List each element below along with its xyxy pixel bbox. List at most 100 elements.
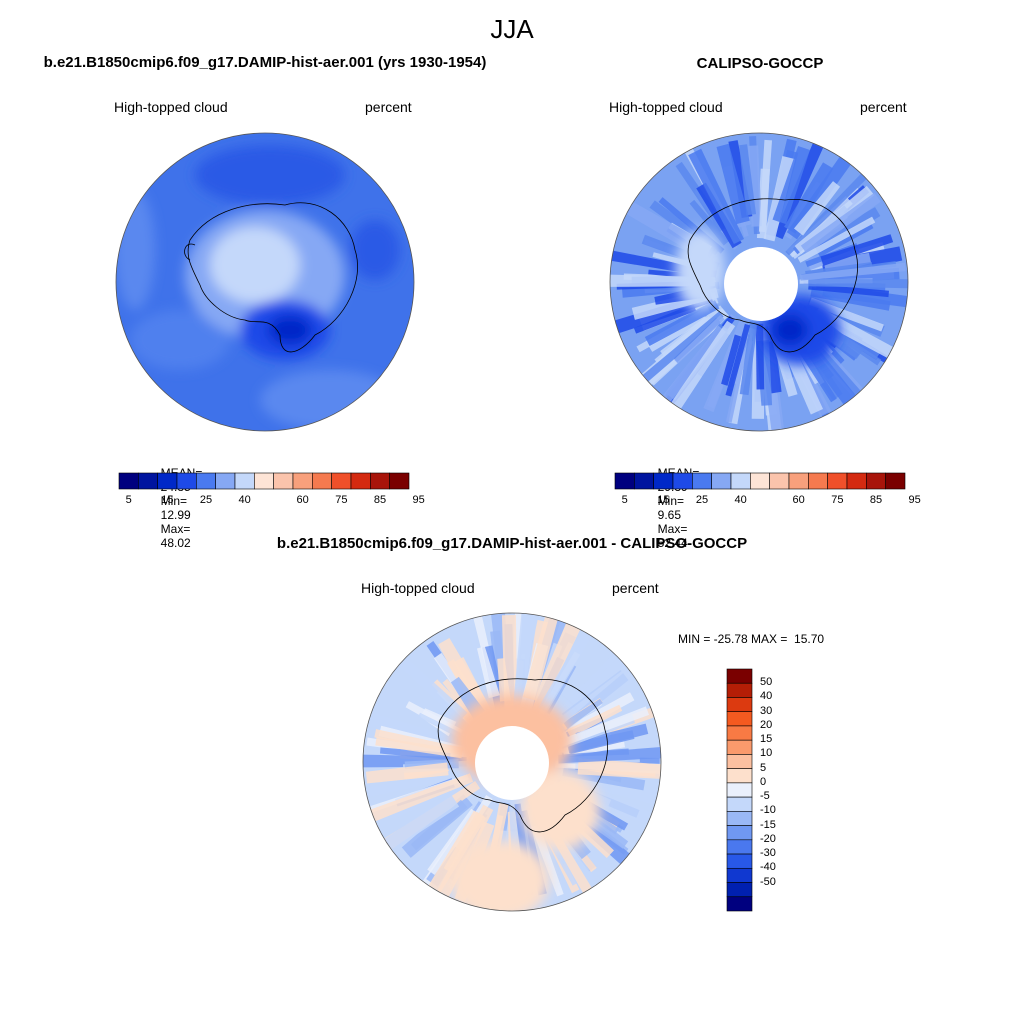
colorbar-tick-label: -15 [760, 818, 776, 831]
colorbar-tick-label: 15 [760, 733, 773, 746]
right-units-label: percent [860, 99, 907, 115]
colorbar-tick-label: 60 [792, 494, 805, 506]
right-max-value: 52.44 [657, 536, 688, 550]
colorbar-tick-label: 75 [335, 494, 348, 506]
diff-variable-label: High-topped cloud [361, 580, 475, 596]
colorbar-tick-label: 95 [412, 494, 425, 506]
colorbar-tick-label: 0 [760, 775, 767, 788]
right-colorbar [614, 472, 906, 490]
left-polar-map [116, 133, 414, 431]
colorbar-swatch [726, 697, 753, 713]
colorbar-swatch [827, 472, 848, 490]
colorbar-swatch [370, 472, 390, 490]
colorbar-tick-label: -10 [760, 804, 776, 817]
colorbar-swatch [866, 472, 886, 490]
colorbar-tick-label: -5 [760, 790, 770, 803]
colorbar-swatch [726, 882, 753, 898]
left-max-label: Max= [160, 522, 191, 536]
colorbar-tick-label: 85 [373, 494, 387, 506]
left-units-label: percent [365, 99, 412, 115]
diff-units-label: percent [612, 580, 659, 596]
colorbar-swatch [726, 754, 753, 769]
colorbar-tick-label: 40 [238, 494, 251, 506]
colorbar-tick-label: 30 [760, 704, 773, 717]
colorbar-tick-label: 15 [657, 494, 670, 506]
colorbar-swatch [726, 839, 753, 855]
right-panel-title: CALIPSO-GOCCP [696, 55, 824, 72]
colorbar-swatch [176, 472, 197, 490]
colorbar-swatch [726, 811, 753, 826]
colorbar-tick-label: -20 [760, 832, 776, 845]
colorbar-swatch [726, 682, 753, 698]
colorbar-tick-label: -30 [760, 847, 776, 860]
colorbar-tick-label: 60 [296, 494, 309, 506]
colorbar-tick-label: 85 [869, 494, 883, 506]
colorbar-swatch [726, 668, 753, 684]
colorbar-tick-label: 15 [161, 494, 174, 506]
colorbar-swatch [692, 472, 712, 490]
colorbar-swatch [292, 472, 313, 490]
colorbar-tick-label: 40 [760, 690, 773, 703]
colorbar-swatch [846, 472, 867, 490]
colorbar-tick-label: -40 [760, 861, 776, 874]
diff-colorbar [726, 668, 753, 912]
colorbar-swatch [672, 472, 693, 490]
colorbar-swatch [726, 711, 753, 727]
right-min-label: Min= [657, 494, 685, 508]
colorbar-swatch [389, 472, 410, 490]
colorbar-tick-label: 5 [760, 761, 767, 774]
colorbar-tick-label: 40 [734, 494, 747, 506]
colorbar-swatch [273, 472, 294, 490]
colorbar-swatch [726, 782, 753, 798]
left-colorbar [118, 472, 410, 490]
colorbar-tick-label: 5 [621, 494, 628, 506]
colorbar-swatch [726, 853, 753, 869]
colorbar-swatch [726, 796, 753, 812]
colorbar-swatch [711, 472, 732, 490]
colorbar-swatch [730, 472, 751, 490]
colorbar-tick-label: 25 [199, 494, 213, 506]
colorbar-swatch [138, 472, 158, 490]
colorbar-tick-label: 95 [908, 494, 921, 506]
colorbar-swatch [614, 472, 635, 490]
left-panel-title: b.e21.B1850cmip6.f09_g17.DAMIP-hist-aer.… [43, 54, 487, 71]
colorbar-swatch [254, 472, 274, 490]
colorbar-tick-label: 25 [695, 494, 709, 506]
colorbar-swatch [234, 472, 255, 490]
colorbar-swatch [157, 472, 178, 490]
colorbar-swatch [726, 768, 753, 784]
colorbar-tick-label: 20 [760, 718, 773, 731]
right-min-value: 9.65 [657, 508, 682, 522]
colorbar-swatch [726, 739, 753, 755]
right-polar-map [610, 133, 908, 431]
colorbar-swatch [726, 896, 753, 912]
colorbar-swatch [350, 472, 371, 490]
colorbar-swatch [118, 472, 139, 490]
left-variable-label: High-topped cloud [114, 99, 228, 115]
colorbar-tick-label: 5 [125, 494, 132, 506]
colorbar-swatch [885, 472, 906, 490]
figure-title: JJA [490, 14, 534, 44]
colorbar-swatch [726, 725, 753, 741]
colorbar-swatch [788, 472, 809, 490]
colorbar-swatch [312, 472, 332, 490]
colorbar-swatch [331, 472, 352, 490]
right-max-label: Max= [657, 522, 688, 536]
diff-polar-map [363, 613, 661, 911]
colorbar-swatch [653, 472, 674, 490]
diff-minmax: MIN = -25.78 MAX = 15.70 [678, 632, 825, 646]
colorbar-swatch [726, 825, 753, 841]
colorbar-swatch [726, 867, 753, 883]
right-variable-label: High-topped cloud [609, 99, 723, 115]
colorbar-tick-label: -50 [760, 875, 776, 888]
colorbar-swatch [196, 472, 216, 490]
left-min-value: 12.99 [160, 508, 191, 522]
left-max-value: 48.02 [160, 536, 191, 550]
colorbar-tick-label: 50 [760, 676, 773, 689]
colorbar-swatch [215, 472, 236, 490]
colorbar-swatch [769, 472, 790, 490]
colorbar-tick-label: 10 [760, 747, 773, 760]
colorbar-swatch [750, 472, 770, 490]
diff-panel-title: b.e21.B1850cmip6.f09_g17.DAMIP-hist-aer.… [276, 535, 748, 552]
